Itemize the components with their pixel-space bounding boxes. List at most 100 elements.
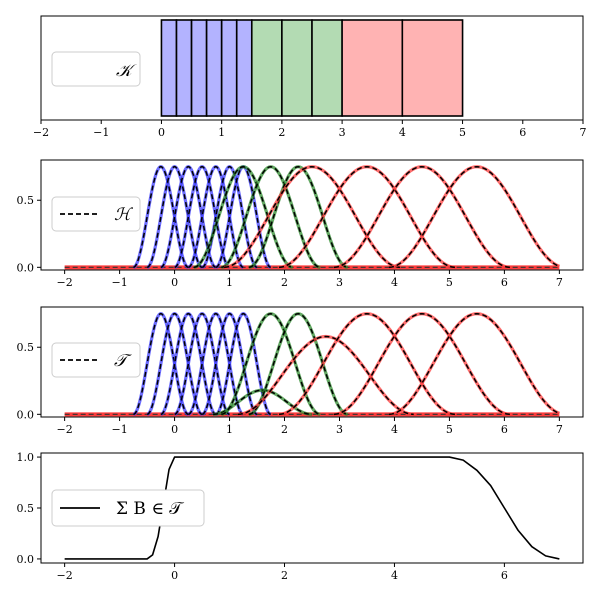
basis-curve-dashed	[160, 165, 217, 269]
knot-cell-blue	[175, 19, 193, 117]
basis-curve-dashed	[133, 165, 189, 269]
basis-curve-dashed	[237, 335, 414, 416]
basis-curve-dashed	[146, 165, 203, 269]
basis-curve-dashed	[333, 312, 510, 416]
x-tick-label: −2	[57, 423, 73, 436]
basis-curve-dashed	[388, 165, 560, 269]
x-tick-label: 3	[336, 276, 343, 289]
x-tick-label: 2	[278, 126, 285, 139]
x-tick-label: 3	[336, 423, 343, 436]
knot-cell-green	[281, 19, 313, 117]
basis-curve-dashed	[248, 165, 348, 269]
y-tick-label: 0.0	[17, 408, 35, 421]
x-ticks: −2 −1 0 1 2 3 4 5 6 7	[57, 270, 563, 289]
x-ticks: −2 −1 0 1 2 3 4 5 6 7	[33, 120, 587, 139]
x-tick-label: 6	[501, 423, 508, 436]
basis-curve-dashed	[278, 165, 455, 269]
x-tick-label: 4	[391, 569, 398, 582]
x-tick-label: 6	[519, 126, 526, 139]
basis-curve-dashed	[388, 312, 560, 416]
x-tick-label: 5	[459, 126, 466, 139]
subplot-1-knot-cells: −2 −1 0 1 2 3 4 5 6 7 𝒦	[33, 15, 587, 139]
basis-curve-dashed	[201, 312, 258, 416]
x-tick-label: 2	[281, 569, 288, 582]
legend-1-label: 𝒦	[116, 61, 137, 81]
basis-curve-dashed	[221, 312, 321, 416]
x-tick-label: 7	[556, 276, 563, 289]
knot-cell-blue	[220, 19, 238, 117]
knot-cell-blue	[190, 19, 208, 117]
legend-4: Σ B ∈ 𝒯	[51, 489, 205, 527]
legend-1: 𝒦	[51, 51, 141, 87]
x-tick-label: 3	[339, 126, 346, 139]
x-tick-label: 1	[226, 423, 233, 436]
y-ticks: 0.0 0.5 1.0	[17, 451, 41, 566]
basis-curve-dashed	[248, 312, 348, 416]
x-tick-label: −2	[57, 569, 73, 582]
x-ticks: −2 0 2 4 6	[57, 563, 508, 582]
y-tick-label: 0.0	[17, 553, 35, 566]
x-tick-label: 1	[218, 126, 225, 139]
x-tick-label: 0	[158, 126, 165, 139]
x-ticks: −2 −1 0 1 2 3 4 5 6 7	[57, 417, 563, 436]
y-ticks: 0.0 0.5	[17, 341, 41, 421]
basis-curve-dashed	[193, 165, 293, 269]
legend-3: 𝒯	[51, 342, 141, 378]
knot-cell-blue	[205, 19, 223, 117]
subplot-3-T: −2 −1 0 1 2 3 4 5 6 7 0.0 0.5 𝒯	[17, 306, 584, 436]
legend-1-box	[51, 51, 141, 87]
basis-curve-dashed	[223, 165, 401, 269]
basis-curve-dashed	[333, 165, 510, 269]
sum-line	[64, 456, 560, 560]
x-tick-label: 5	[446, 276, 453, 289]
basis-curve-dashed	[221, 165, 321, 269]
knot-cell-blue	[160, 19, 178, 117]
x-tick-label: 6	[501, 569, 508, 582]
x-tick-label: −2	[57, 276, 73, 289]
x-tick-label: 6	[501, 276, 508, 289]
basis-curve-dashed	[188, 165, 244, 269]
y-tick-label: 0.5	[17, 341, 35, 354]
x-tick-label: 7	[556, 423, 563, 436]
knot-cell-blue	[235, 19, 253, 117]
y-tick-label: 1.0	[17, 451, 35, 464]
y-ticks: 0.0 0.5	[17, 194, 41, 274]
x-tick-label: 2	[281, 423, 288, 436]
legend-4-label: Σ B ∈ 𝒯	[116, 499, 184, 519]
y-tick-label: 0.0	[17, 261, 35, 274]
basis-curve-dashed	[133, 312, 189, 416]
x-tick-label: 4	[391, 276, 398, 289]
y-tick-label: 0.5	[17, 194, 35, 207]
subplot-4-sum: −2 0 2 4 6 0.0 0.5 1.0 Σ B ∈ 𝒯	[17, 451, 584, 582]
x-tick-label: 4	[391, 423, 398, 436]
basis-curve-dashed	[188, 312, 244, 416]
legend-4-box	[51, 489, 205, 527]
basis-curves	[64, 312, 561, 417]
x-tick-label: −2	[33, 126, 49, 139]
knot-cells	[160, 19, 464, 117]
legend-2-label: ℋ	[114, 205, 134, 225]
basis-curve-dashed	[278, 312, 455, 416]
basis-curve-dashed	[174, 165, 230, 269]
x-tick-label: −1	[111, 276, 127, 289]
x-tick-label: 1	[226, 276, 233, 289]
x-tick-label: 7	[580, 126, 587, 139]
x-tick-label: 4	[399, 126, 406, 139]
knot-cell-red	[341, 19, 404, 117]
knot-cell-green	[250, 19, 283, 117]
x-tick-label: 2	[281, 276, 288, 289]
x-tick-label: 0	[171, 276, 178, 289]
basis-curve-dashed	[160, 312, 217, 416]
basis-curve-dashed	[146, 312, 203, 416]
knot-cell-red	[401, 19, 464, 117]
basis-curve-dashed	[174, 312, 230, 416]
x-tick-label: 5	[446, 423, 453, 436]
x-tick-label: 0	[171, 423, 178, 436]
x-tick-label: −1	[111, 423, 127, 436]
sum-curve	[64, 456, 560, 560]
x-tick-label: −1	[93, 126, 109, 139]
basis-curves	[64, 165, 561, 270]
knot-cell-green	[311, 19, 343, 117]
y-tick-label: 0.5	[17, 502, 35, 515]
